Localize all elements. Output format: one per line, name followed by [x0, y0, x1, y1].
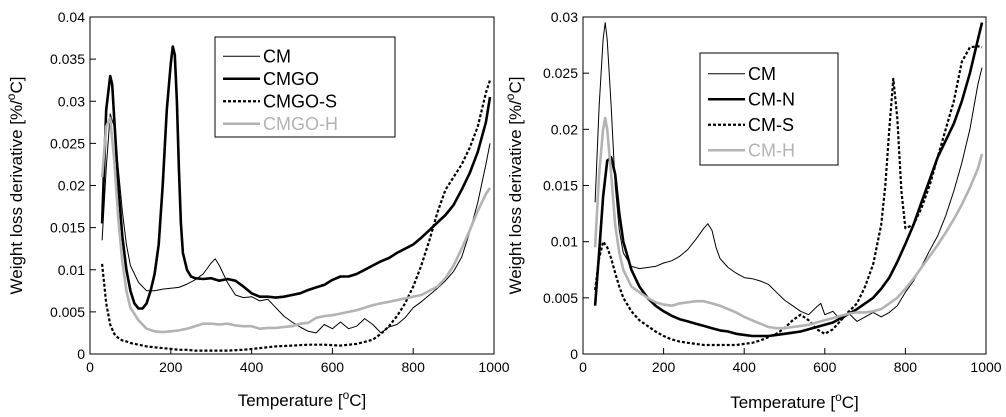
- y-tick-label: 0.01: [58, 262, 85, 278]
- x-axis-label-text: Temperature [: [238, 391, 343, 410]
- y-axis-label-sup: o: [4, 93, 18, 100]
- x-tick-label: 600: [813, 359, 837, 375]
- legend-box: [214, 36, 396, 138]
- x-axis-label-sup: o: [343, 388, 350, 402]
- x-axis-label-tail: C]: [349, 391, 366, 410]
- series-line-cmgo: [100, 45, 492, 310]
- y-tick-label: 0.03: [551, 9, 578, 25]
- x-axis-label: Temperature [oC]: [238, 388, 367, 410]
- series-line-cm-s: [594, 45, 983, 347]
- legend-label-cmgo: CMGO: [263, 69, 319, 89]
- x-axis-label-text: Temperature [: [730, 393, 835, 412]
- x-tick-label: 800: [402, 359, 426, 375]
- x-axis-label-tail: C]: [842, 393, 859, 412]
- series-line-cmgo-h: [100, 116, 492, 334]
- x-tick-label: 200: [159, 359, 183, 375]
- y-axis-label-tail: C]: [7, 76, 26, 93]
- y-axis-label: Weight loss derivative [%/oC]: [4, 76, 26, 294]
- series-line-cm: [101, 113, 491, 334]
- legend-label-cm: CM: [748, 64, 776, 84]
- y-tick-label: 0.025: [543, 65, 578, 81]
- x-tick-label: 400: [240, 359, 264, 375]
- x-tick-label: 0: [86, 359, 94, 375]
- right-chart: 0 200 400 600 800 1000 0 0.005 0.01 0.015 0.02 0.02…: [503, 9, 1002, 412]
- y-tick-label: 0.015: [50, 220, 85, 236]
- y-tick-label: 0.02: [58, 178, 85, 194]
- series-line-cm-h: [593, 116, 984, 330]
- y-tick-label: 0.02: [551, 121, 578, 137]
- y-tick-label: 0.01: [551, 234, 578, 250]
- legend-label-cmgo-s: CMGO-S: [263, 91, 337, 111]
- x-tick-label: 1000: [970, 359, 1001, 375]
- x-axis-label-sup: o: [835, 390, 842, 404]
- y-tick-label: 0.005: [543, 290, 578, 306]
- series-line-cm: [594, 22, 983, 322]
- series-group: [593, 22, 984, 347]
- y-tick-label: 0.03: [58, 93, 85, 109]
- y-tick-label: 0.005: [50, 304, 85, 320]
- series-line-cmgo-s: [101, 79, 492, 352]
- legend: CM CM-N CM-S CM-H: [699, 52, 839, 166]
- x-tick-label: 400: [733, 359, 757, 375]
- legend-label-cmgo-h: CMGO-H: [263, 114, 338, 134]
- y-axis-label-text: Weight loss derivative [%/: [7, 100, 26, 295]
- y-tick-label: 0.015: [543, 178, 578, 194]
- series-group: [100, 45, 492, 352]
- y-axis-label: Weight loss derivative [%/oC]: [503, 76, 525, 294]
- y-tick-label: 0.04: [58, 9, 85, 25]
- x-tick-label: 600: [321, 359, 345, 375]
- y-tick-label: 0.035: [50, 51, 85, 67]
- y-axis-label-sup: o: [503, 93, 517, 100]
- y-tick-label: 0: [570, 346, 578, 362]
- x-axis-label: Temperature [oC]: [730, 390, 859, 412]
- legend-label-cm-s: CM-S: [748, 115, 794, 135]
- x-tick-label: 800: [894, 359, 918, 375]
- left-chart: 0 200 400 600 800 1000 0 0.005 0.01 0.015 0.02 0.02…: [4, 9, 510, 410]
- legend-label-cm: CM: [263, 46, 291, 66]
- y-axis-label-tail: C]: [506, 76, 525, 93]
- y-tick-label: 0.025: [50, 135, 85, 151]
- x-tick-label: 1000: [478, 359, 509, 375]
- y-axis-label-text: Weight loss derivative [%/: [506, 100, 525, 295]
- y-tick-label: 0: [77, 346, 85, 362]
- legend-label-cm-n: CM-N: [748, 89, 795, 109]
- x-tick-label: 200: [652, 359, 676, 375]
- legend-label-cm-h: CM-H: [748, 140, 795, 160]
- legend-box: [699, 52, 839, 166]
- x-tick-label: 0: [579, 359, 587, 375]
